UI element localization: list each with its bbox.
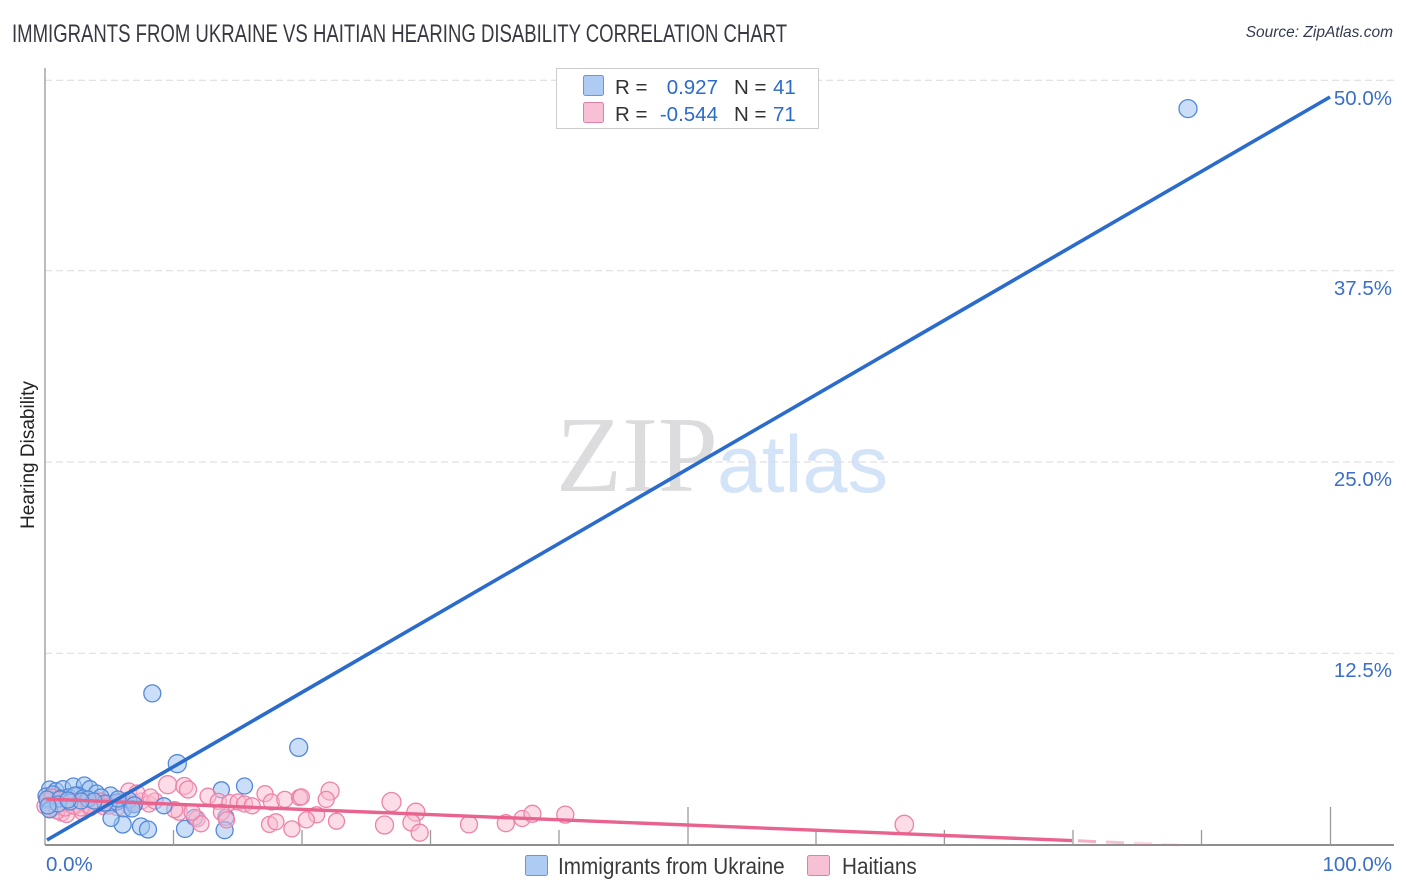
svg-text:25.0%: 25.0% xyxy=(1334,468,1392,491)
svg-text:37.5%: 37.5% xyxy=(1334,277,1392,300)
svg-text:12.5%: 12.5% xyxy=(1334,659,1392,682)
svg-text:50.0%: 50.0% xyxy=(1334,87,1392,110)
svg-text:atlas: atlas xyxy=(717,420,888,510)
svg-text:100.0%: 100.0% xyxy=(1322,853,1392,876)
svg-text:ZIP: ZIP xyxy=(556,396,718,515)
svg-text:0.0%: 0.0% xyxy=(46,853,93,876)
